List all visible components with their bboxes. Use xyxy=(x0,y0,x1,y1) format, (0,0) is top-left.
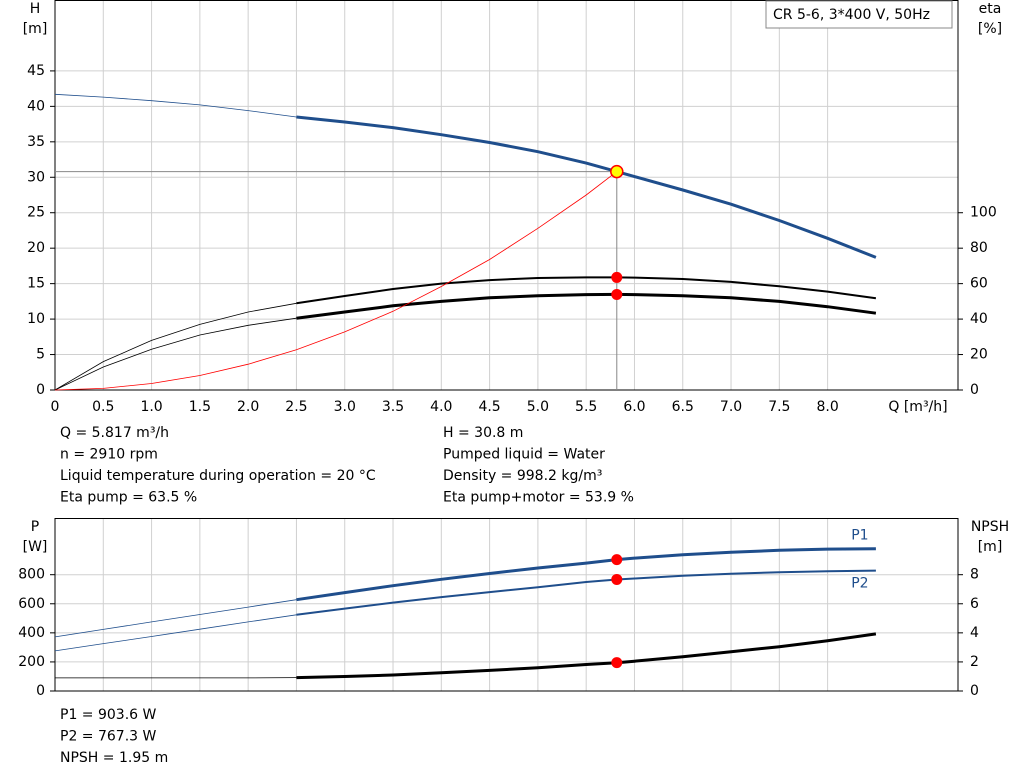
x-tick-label: 3.0 xyxy=(334,399,356,415)
x-tick-label: 7.5 xyxy=(768,399,790,415)
operating-marker xyxy=(611,554,623,566)
y-tick-label: 30 xyxy=(27,169,45,185)
curve xyxy=(296,276,877,305)
info-line: NPSH = 1.95 m xyxy=(60,750,168,766)
y2-tick-label: 8 xyxy=(970,567,979,583)
y-axis-unit: [m] xyxy=(23,21,48,37)
y2-tick-label: 2 xyxy=(970,654,979,670)
x-tick-label: 8.0 xyxy=(816,399,838,415)
y2-axis-label: NPSH xyxy=(971,519,1009,535)
x-tick-label: 7.0 xyxy=(720,399,742,415)
y-tick-label: 10 xyxy=(27,311,45,327)
curve xyxy=(54,317,297,391)
x-axis-label: Q [m³/h] xyxy=(888,399,947,415)
x-tick-label: 5.5 xyxy=(575,399,597,415)
curve xyxy=(54,614,297,652)
plot-frame xyxy=(54,0,959,391)
curve xyxy=(54,599,297,638)
y-tick-label: 35 xyxy=(27,134,45,150)
y-axis-label: P xyxy=(31,519,39,535)
plot-frame xyxy=(54,518,959,692)
y2-axis-label: eta xyxy=(979,1,1002,17)
y2-tick-label: 6 xyxy=(970,596,979,612)
info-line: Eta pump = 63.5 % xyxy=(60,490,197,506)
x-tick-label: 2.5 xyxy=(285,399,307,415)
y-tick-label: 200 xyxy=(18,654,45,670)
operating-marker xyxy=(611,271,623,283)
y2-axis-unit: [%] xyxy=(978,21,1002,37)
y-axis-unit: [W] xyxy=(23,539,48,555)
y2-tick-label: 0 xyxy=(970,382,979,398)
y-tick-label: 600 xyxy=(18,596,45,612)
info-line: Density = 998.2 kg/m³ xyxy=(443,468,602,484)
x-tick-label: 5.0 xyxy=(527,399,549,415)
y-tick-label: 40 xyxy=(27,98,45,114)
series-label: P1 xyxy=(851,528,868,544)
x-tick-label: 3.5 xyxy=(382,399,404,415)
y2-tick-label: 4 xyxy=(970,625,979,641)
y-tick-label: 800 xyxy=(18,567,45,583)
operating-marker xyxy=(611,573,623,585)
chart-title: CR 5-6, 3*400 V, 50Hz xyxy=(773,7,930,23)
x-tick-label: 0.5 xyxy=(92,399,114,415)
x-tick-label: 1.0 xyxy=(140,399,162,415)
y2-tick-label: 0 xyxy=(970,683,979,699)
curve xyxy=(54,171,618,391)
info-line: P1 = 903.6 W xyxy=(60,707,157,723)
curve xyxy=(296,632,877,680)
x-tick-label: 1.5 xyxy=(189,399,211,415)
y-tick-label: 20 xyxy=(27,240,45,256)
info-line: P2 = 767.3 W xyxy=(60,729,157,745)
y-tick-label: 0 xyxy=(36,683,45,699)
y-tick-label: 400 xyxy=(18,625,45,641)
curve xyxy=(296,292,877,320)
x-tick-label: 6.5 xyxy=(672,399,694,415)
y-tick-label: 25 xyxy=(27,205,45,221)
x-tick-label: 4.5 xyxy=(478,399,500,415)
x-tick-label: 2.0 xyxy=(237,399,259,415)
x-tick-label: 0 xyxy=(51,399,60,415)
info-line: H = 30.8 m xyxy=(443,425,523,441)
x-tick-label: 6.0 xyxy=(623,399,645,415)
y2-tick-label: 60 xyxy=(970,276,988,292)
curve xyxy=(296,547,876,602)
curve xyxy=(296,115,877,259)
y2-tick-label: 20 xyxy=(970,347,988,363)
info-line: Pumped liquid = Water xyxy=(443,447,605,463)
y2-tick-label: 80 xyxy=(970,240,988,256)
series-label: P2 xyxy=(851,576,868,592)
curve xyxy=(54,93,297,118)
y-tick-label: 45 xyxy=(27,63,45,79)
operating-point xyxy=(610,164,624,179)
operating-marker xyxy=(611,288,623,300)
y-axis-label: H xyxy=(30,1,41,17)
y2-tick-label: 40 xyxy=(970,311,988,327)
y-tick-label: 0 xyxy=(36,382,45,398)
info-line: Eta pump+motor = 53.9 % xyxy=(443,490,634,506)
y-tick-label: 15 xyxy=(27,276,45,292)
title-box xyxy=(765,0,953,29)
info-line: n = 2910 rpm xyxy=(60,447,158,463)
info-line: Liquid temperature during operation = 20… xyxy=(60,468,376,484)
y2-tick-label: 100 xyxy=(970,205,997,221)
y2-axis-unit: [m] xyxy=(978,539,1003,555)
curve xyxy=(54,302,297,391)
operating-marker xyxy=(611,657,623,669)
info-line: Q = 5.817 m³/h xyxy=(60,425,169,441)
curve xyxy=(296,569,876,616)
y-tick-label: 5 xyxy=(36,347,45,363)
x-tick-label: 4.0 xyxy=(430,399,452,415)
